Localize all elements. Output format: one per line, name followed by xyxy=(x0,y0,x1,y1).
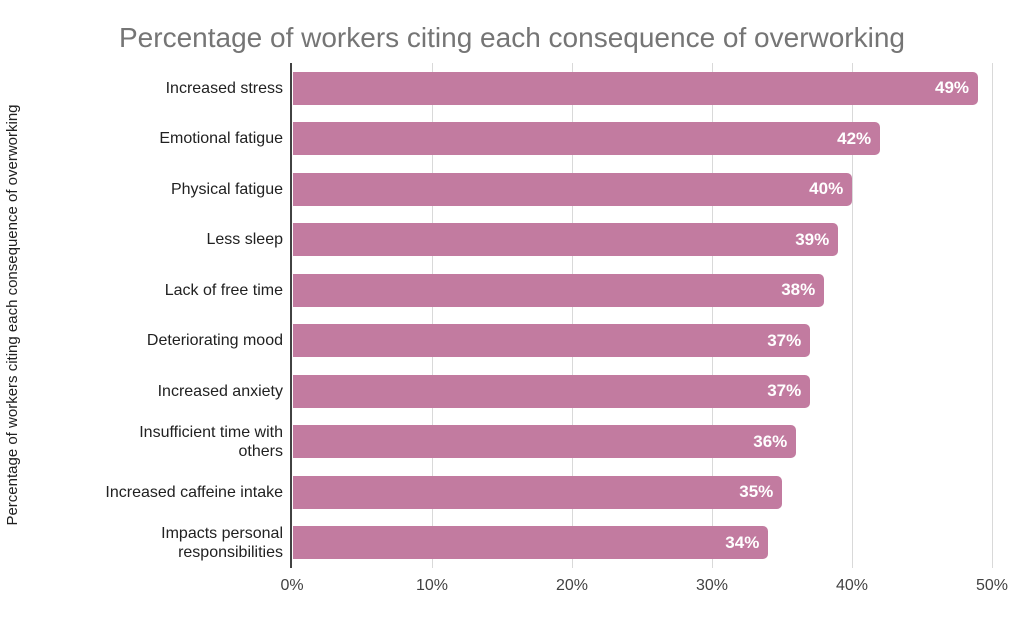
chart-row: Less sleep 39% xyxy=(0,215,992,266)
bar: 40% xyxy=(293,172,853,206)
category-label: Increased stress xyxy=(165,79,283,97)
bar-track: 34% xyxy=(293,518,992,569)
bar-value-label: 36% xyxy=(753,431,788,451)
bar-track: 37% xyxy=(293,366,992,417)
chart-row: Increased anxiety 37% xyxy=(0,366,992,417)
bar-value-label: 49% xyxy=(934,78,970,98)
bar-value-label: 35% xyxy=(739,482,774,502)
bar: 34% xyxy=(293,526,769,560)
bar: 37% xyxy=(293,324,811,358)
bar: 35% xyxy=(293,475,783,509)
bar-value-label: 39% xyxy=(795,229,830,249)
bar-track: 38% xyxy=(293,265,992,316)
bar-track: 42% xyxy=(293,114,992,165)
bar-value-label: 37% xyxy=(767,381,802,401)
bar-track: 49% xyxy=(293,63,992,114)
bar-value-label: 37% xyxy=(767,330,802,350)
x-axis-baseline xyxy=(290,63,292,568)
x-tick-label: 30% xyxy=(695,577,729,594)
gridline xyxy=(992,63,993,568)
bar-track: 37% xyxy=(293,316,992,367)
x-tick-label: 20% xyxy=(555,577,589,594)
gridline xyxy=(432,63,433,568)
bar-rows: Increased stress 49% Emotional fatigue 42% P… xyxy=(0,63,992,568)
x-tick-label: 0% xyxy=(280,577,304,594)
category-label: Increased caffeine intake xyxy=(105,483,283,501)
category-label: Less sleep xyxy=(206,231,284,249)
x-tick-label: 10% xyxy=(415,577,449,594)
chart-row: Increased caffeine intake 35% xyxy=(0,467,992,518)
gridline xyxy=(852,63,853,568)
bar-track: 39% xyxy=(293,215,992,266)
gridline xyxy=(572,63,573,568)
category-label: Emotional fatigue xyxy=(159,130,283,148)
chart-row: Lack of free time 38% xyxy=(0,265,992,316)
bar-track: 40% xyxy=(293,164,992,215)
x-tick-label: 50% xyxy=(975,577,1009,594)
chart-row: Physical fatigue 40% xyxy=(0,164,992,215)
chart-row: Deteriorating mood 37% xyxy=(0,316,992,367)
bar-value-label: 42% xyxy=(837,128,872,148)
bar-value-label: 40% xyxy=(809,179,844,199)
bar-value-label: 38% xyxy=(781,280,816,300)
chart-row: Emotional fatigue 42% xyxy=(0,114,992,165)
category-label: Impacts personal responsibilities xyxy=(161,524,283,561)
chart-row: Increased stress 49% xyxy=(0,63,992,114)
chart-row: Insufficient time with others 36% xyxy=(0,417,992,468)
x-tick-label: 40% xyxy=(835,577,869,594)
chart-row: Impacts personal responsibilities 34% xyxy=(0,518,992,569)
bar-track: 35% xyxy=(293,467,992,518)
bar-value-label: 34% xyxy=(725,532,760,552)
category-label: Insufficient time with others xyxy=(139,423,283,460)
bar: 36% xyxy=(293,425,797,459)
category-label: Increased anxiety xyxy=(157,382,283,400)
bar: 39% xyxy=(293,223,839,257)
bar: 42% xyxy=(293,122,881,156)
category-label: Deteriorating mood xyxy=(146,332,283,350)
category-label: Lack of free time xyxy=(164,281,283,299)
x-axis-tick-labels: 0% 10% 20% 30% 40% 50% xyxy=(280,577,1008,599)
chart-title: Percentage of workers citing each conseq… xyxy=(119,22,905,53)
plot-area xyxy=(290,63,993,568)
bar-track: 36% xyxy=(293,417,992,468)
category-label: Physical fatigue xyxy=(170,180,283,198)
gridline xyxy=(712,63,713,568)
bar: 49% xyxy=(293,71,979,105)
bar: 38% xyxy=(293,273,825,307)
bar: 37% xyxy=(293,374,811,408)
